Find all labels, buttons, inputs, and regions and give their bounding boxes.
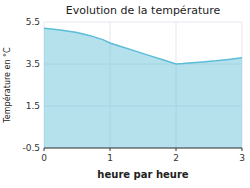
x-tick-label: 0 xyxy=(41,153,47,163)
x-tick xyxy=(110,148,111,151)
y-tick-label: 5.5 xyxy=(26,17,40,27)
x-tick xyxy=(176,148,177,151)
line xyxy=(44,28,242,64)
x-axis-label: heure par heure xyxy=(97,169,188,180)
x-tick-label: 1 xyxy=(107,153,113,163)
x-tick-label: 3 xyxy=(239,153,245,163)
x-tick xyxy=(44,148,45,151)
x-tick-label: 2 xyxy=(173,153,179,163)
area xyxy=(44,28,242,148)
y-tick-label: -0.5 xyxy=(22,143,40,153)
title: Evolution de la température xyxy=(66,4,221,17)
plot-area xyxy=(44,28,242,148)
x-tick xyxy=(242,148,243,151)
x-axis-line xyxy=(44,148,242,149)
y-tick-label: 1.5 xyxy=(26,101,40,111)
grid-line-y xyxy=(44,22,242,23)
grid-line-y xyxy=(44,148,242,149)
y-axis-label: Température en °C xyxy=(2,47,12,124)
y-tick-label: 3.5 xyxy=(26,59,40,69)
chart: 0 1 2 3 -0.5 1.5 3.5 5.5 Evolution de la tempéra… xyxy=(0,0,250,188)
